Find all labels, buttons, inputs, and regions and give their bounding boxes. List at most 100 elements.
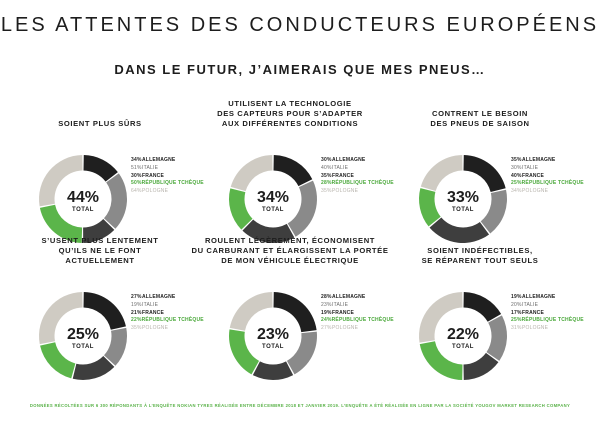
donut-panel: ROULENT LÉGÈREMENT, ÉCONOMISENT DU CARBUR…: [190, 236, 390, 412]
legend-country: ITALIE: [332, 301, 349, 308]
donut-segment: [287, 180, 317, 237]
total-label: TOTAL: [262, 344, 284, 350]
legend-country: FRANCE: [332, 309, 355, 316]
legend-country: RÉPUBLIQUE TCHÈQUE: [331, 180, 394, 187]
legend-country: ITALIE: [332, 164, 349, 171]
legend-value: 24%: [321, 317, 332, 324]
country-legend: 27% ALLEMAGNE 19% ITALIE 21% FRANCE 22% RÉPUBLI…: [131, 294, 204, 333]
legend-country: ITALIE: [522, 164, 539, 171]
question-line: SE RÉPARENT TOUT SEULS: [421, 256, 539, 265]
legend-row: 30% FRANCE: [131, 173, 201, 181]
legend-value: 40%: [511, 172, 522, 179]
donut-panel: SOIENT INDÉFECTIBLES, SE RÉPARENT TOUT SE…: [380, 237, 580, 412]
question-line: DES PNEUS DE SAISON: [430, 119, 530, 128]
legend-country: RÉPUBLIQUE TCHÈQUE: [521, 317, 584, 324]
legend-row: 25% RÉPUBLIQUE TCHÈQUE: [511, 180, 584, 188]
question-line: SOIENT INDÉFECTIBLES,: [427, 246, 533, 255]
donut-segment: [486, 315, 507, 361]
legend-value: 23%: [321, 301, 332, 308]
legend-value: 25%: [511, 317, 522, 324]
legend-country: RÉPUBLIQUE TCHÈQUE: [141, 317, 204, 324]
legend-row: 50% RÉPUBLIQUE TCHÈQUE: [131, 180, 204, 188]
legend-country: RÉPUBLIQUE TCHÈQUE: [141, 180, 204, 187]
question-label: UTILISENT LA TECHNOLOGIE DES CAPTEURS POU…: [190, 99, 390, 129]
donut-segment: [273, 155, 313, 187]
legend-value: 22%: [131, 317, 142, 324]
country-legend: 19% ALLEMAGNE 20% ITALIE 17% FRANCE 25% RÉPUBLI…: [511, 294, 584, 333]
total-value: 44%: [67, 189, 99, 206]
legend-country: FRANCE: [142, 172, 165, 179]
legend-country: ALLEMAGNE: [142, 157, 176, 163]
donut-segment: [480, 189, 507, 234]
donut-chart: 34%TOTAL: [229, 155, 317, 243]
donut-segment: [463, 292, 502, 322]
legend-row: 40% FRANCE: [511, 173, 581, 181]
donut-segment: [420, 155, 463, 191]
legend-value: 19%: [511, 294, 522, 300]
legend-country: POLOGNE: [142, 188, 169, 195]
legend-row: 31% POLOGNE: [511, 325, 581, 333]
legend-row: 27% ALLEMAGNE: [131, 294, 201, 302]
legend-value: 20%: [511, 301, 522, 308]
source-footnote: DONNÉES RÉCOLTÉES SUR 6 300 RÉPONDANTS À…: [29, 403, 571, 408]
donut-chart: 25%TOTAL: [38, 292, 128, 380]
legend-country: FRANCE: [332, 172, 355, 179]
donut-segment: [229, 329, 260, 375]
donut-panel: S’USENT PLUS LENTEMENT QU’ILS NE LE FONT A…: [0, 236, 200, 412]
legend-row: 20% ITALIE: [511, 302, 581, 310]
legend-value: 28%: [321, 294, 332, 300]
legend-value: 50%: [131, 180, 142, 187]
legend-row: 30% ITALIE: [511, 165, 581, 173]
legend-value: 31%: [511, 325, 522, 332]
total-value: 33%: [447, 189, 479, 206]
legend-value: 25%: [511, 180, 522, 187]
legend-country: ITALIE: [142, 164, 159, 171]
legend-row: 35% POLOGNE: [131, 325, 201, 333]
legend-row: 23% ITALIE: [321, 302, 391, 310]
question-line: ACTUELLEMENT: [65, 256, 135, 265]
donut-segment: [72, 355, 115, 380]
legend-country: RÉPUBLIQUE TCHÈQUE: [521, 180, 584, 187]
infographic-title: LES ATTENTES DES CONDUCTEURS EUROPÉENS: [0, 14, 600, 36]
donut-segment: [103, 173, 127, 229]
donut-segment: [38, 292, 83, 345]
infographic-subtitle: DANS LE FUTUR, J’AIMERAIS QUE MES PNEUS…: [114, 62, 486, 77]
question-label: SOIENT INDÉFECTIBLES, SE RÉPARENT TOUT SE…: [380, 246, 580, 266]
donut-segment: [83, 292, 126, 330]
question-line: UTILISENT LA TECHNOLOGIE: [228, 99, 352, 108]
total-value: 25%: [67, 326, 99, 343]
legend-country: FRANCE: [522, 309, 545, 316]
donut-chart: 22%TOTAL: [419, 292, 507, 380]
donut-segment: [103, 327, 128, 366]
legend-row: 22% RÉPUBLIQUE TCHÈQUE: [131, 317, 204, 325]
question-line: DU CARBURANT ET ÉLARGISSENT LA PORTÉE: [191, 246, 389, 255]
legend-row: 19% FRANCE: [321, 310, 391, 318]
donut-segment: [83, 155, 118, 182]
question-label: CONTRENT LE BESOIN DES PNEUS DE SAISON: [380, 109, 580, 129]
donut-segment: [40, 342, 76, 379]
legend-value: 51%: [131, 164, 142, 171]
question-label: ROULENT LÉGÈREMENT, ÉCONOMISENT DU CARBUR…: [190, 236, 390, 266]
legend-row: 28% ALLEMAGNE: [321, 294, 391, 302]
donut-segment: [419, 292, 463, 343]
total-label: TOTAL: [452, 207, 474, 213]
legend-value: 64%: [131, 188, 142, 195]
donut-segment: [229, 292, 273, 331]
donut-chart: 23%TOTAL: [229, 292, 317, 380]
country-legend: 35% ALLEMAGNE 30% ITALIE 40% FRANCE 25% RÉPUBLI…: [511, 157, 584, 196]
total-value: 22%: [447, 326, 479, 343]
question-line: QU’ILS NE LE FONT: [58, 246, 142, 255]
question-label: SOIENT PLUS SÛRS: [0, 119, 200, 129]
total-value: 34%: [257, 189, 289, 206]
total-label: TOTAL: [452, 344, 474, 350]
legend-row: 21% FRANCE: [131, 310, 201, 318]
donut-segment: [429, 217, 490, 243]
donut-panel: SOIENT PLUS SÛRS: [0, 100, 200, 275]
legend-country: POLOGNE: [142, 325, 169, 332]
total-label: TOTAL: [72, 344, 94, 350]
donut-segment: [273, 292, 317, 333]
donut-segment: [83, 219, 115, 243]
legend-row: 27% POLOGNE: [321, 325, 391, 333]
country-legend: 30% ALLEMAGNE 40% ITALIE 35% FRANCE 28% RÉPUBLI…: [321, 157, 394, 196]
legend-value: 19%: [131, 301, 142, 308]
